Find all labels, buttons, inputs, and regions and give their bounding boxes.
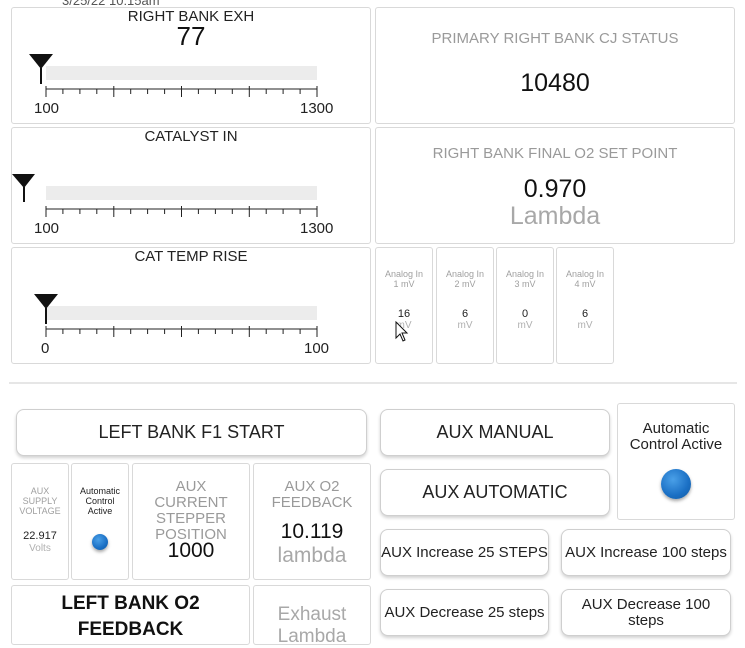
analog-label: Analog In [384,269,424,279]
exhaust-lambda-title: Exhaust Lambda [277,604,347,647]
analog-label-unit: 3 mV [514,279,536,289]
gauge-catalyst-in: CATALYST IN 100 1300 [11,127,371,244]
aux-automatic-button[interactable]: AUX AUTOMATIC [380,469,610,516]
gauge-value: 77 [176,21,206,51]
aux-increase-100-button[interactable]: AUX Increase 100 steps [561,529,731,576]
analog-unit: mV [517,320,533,331]
aux-stepper-card: AUX CURRENT STEPPER POSITION 1000 [132,463,250,580]
gauge-right-bank-exh: RIGHT BANK EXH 77 100 1300 [11,7,371,124]
aux-o2-label: AUX O2 FEEDBACK [271,478,353,511]
analog-unit: mV [396,320,412,331]
exhaust-lambda-card: Exhaust Lambda [253,585,371,647]
aux-o2-feedback-card: AUX O2 FEEDBACK 10.119 lambda [253,463,371,580]
analog-in-4: Analog In 4 mV 6 mV [556,247,614,364]
o2-setpoint-value: 0.970 [523,175,587,203]
left-bank-o2-feedback-card: LEFT BANK O2 FEEDBACK [11,585,250,645]
aux-manual-button[interactable]: AUX MANUAL [380,409,610,456]
gauge-min-label: 0 [41,340,50,357]
aux-supply-voltage-card: AUX SUPPLY VOLTAGE 22.917 Volts [11,463,69,580]
o2-setpoint-title: RIGHT BANK FINAL O2 SET POINT [432,145,678,162]
analog-unit: mV [457,320,473,331]
gauge-min-label: 100 [34,220,60,237]
aux-supply-value: 22.917 [23,530,57,542]
gauge-cat-temp-rise: CAT TEMP RISE 0 100 [11,247,371,364]
analog-in-2: Analog In 2 mV 6 mV [436,247,494,364]
gauge-scale [12,174,318,217]
left-bank-f1-start-button[interactable]: LEFT BANK F1 START [16,409,367,456]
aux-auto-indicator-icon [92,534,108,550]
cj-status-title: PRIMARY RIGHT BANK CJ STATUS [431,30,679,47]
gauge-title: RIGHT BANK EXH [127,8,255,25]
gauge-max-label: 100 [304,340,330,357]
analog-value: 6 [461,308,469,320]
mouse-cursor-icon [395,321,409,342]
analog-value: 16 [397,308,411,320]
analog-label: Analog In [505,269,545,279]
o2-setpoint-card: RIGHT BANK FINAL O2 SET POINT 0.970 Lamb… [375,127,735,244]
cj-status-card: PRIMARY RIGHT BANK CJ STATUS 10480 [375,7,735,124]
gauge-track [46,186,317,200]
analog-label-unit: 1 mV [393,279,415,289]
cj-status-value: 10480 [520,69,590,97]
timestamp: 3/25/22 10:15am [62,0,160,8]
aux-o2-unit: lambda [277,544,347,567]
gauge-max-label: 1300 [300,220,334,237]
gauge-min-label: 100 [34,100,60,117]
aux-auto-control-card: Automatic Control Active [71,463,129,580]
analog-label: Analog In [445,269,485,279]
gauge-pointer-icon [29,54,53,69]
gauge-title: CATALYST IN [144,128,238,145]
analog-in-1: Analog In 1 mV 16 mV [375,247,433,364]
analog-label-unit: 2 mV [454,279,476,289]
left-bank-o2-title: LEFT BANK O2 FEEDBACK [61,593,200,640]
gauge-max-label: 1300 [300,100,334,117]
aux-decrease-100-button[interactable]: AUX Decrease 100 steps [561,589,731,636]
section-divider [9,382,737,384]
gauge-pointer-icon [12,174,35,188]
analog-in-3: Analog In 3 mV 0 mV [496,247,554,364]
o2-setpoint-unit: Lambda [509,202,601,230]
analog-label-unit: 4 mV [574,279,596,289]
aux-decrease-25-button[interactable]: AUX Decrease 25 steps [380,589,549,636]
auto-control-card: Automatic Control Active [617,403,735,520]
aux-stepper-label: AUX CURRENT STEPPER POSITION [154,478,228,543]
auto-control-label: Automatic Control Active [629,420,723,453]
gauge-scale [29,54,318,97]
aux-auto-label: Automatic Control Active [79,486,121,516]
gauge-track [46,66,317,80]
aux-o2-value: 10.119 [280,520,344,543]
analog-unit: mV [577,320,593,331]
analog-value: 0 [521,308,529,320]
aux-stepper-value: 1000 [167,539,215,562]
aux-supply-label: AUX SUPPLY VOLTAGE [19,486,61,516]
aux-supply-unit: Volts [29,543,51,554]
gauge-title: CAT TEMP RISE [134,248,248,265]
analog-label: Analog In [565,269,605,279]
gauge-track [46,306,317,320]
analog-value: 6 [581,308,589,320]
aux-increase-25-button[interactable]: AUX Increase 25 STEPS [380,529,549,576]
gauge-scale [34,294,318,337]
auto-control-indicator-icon [661,469,691,499]
gauge-pointer-icon [34,294,58,309]
